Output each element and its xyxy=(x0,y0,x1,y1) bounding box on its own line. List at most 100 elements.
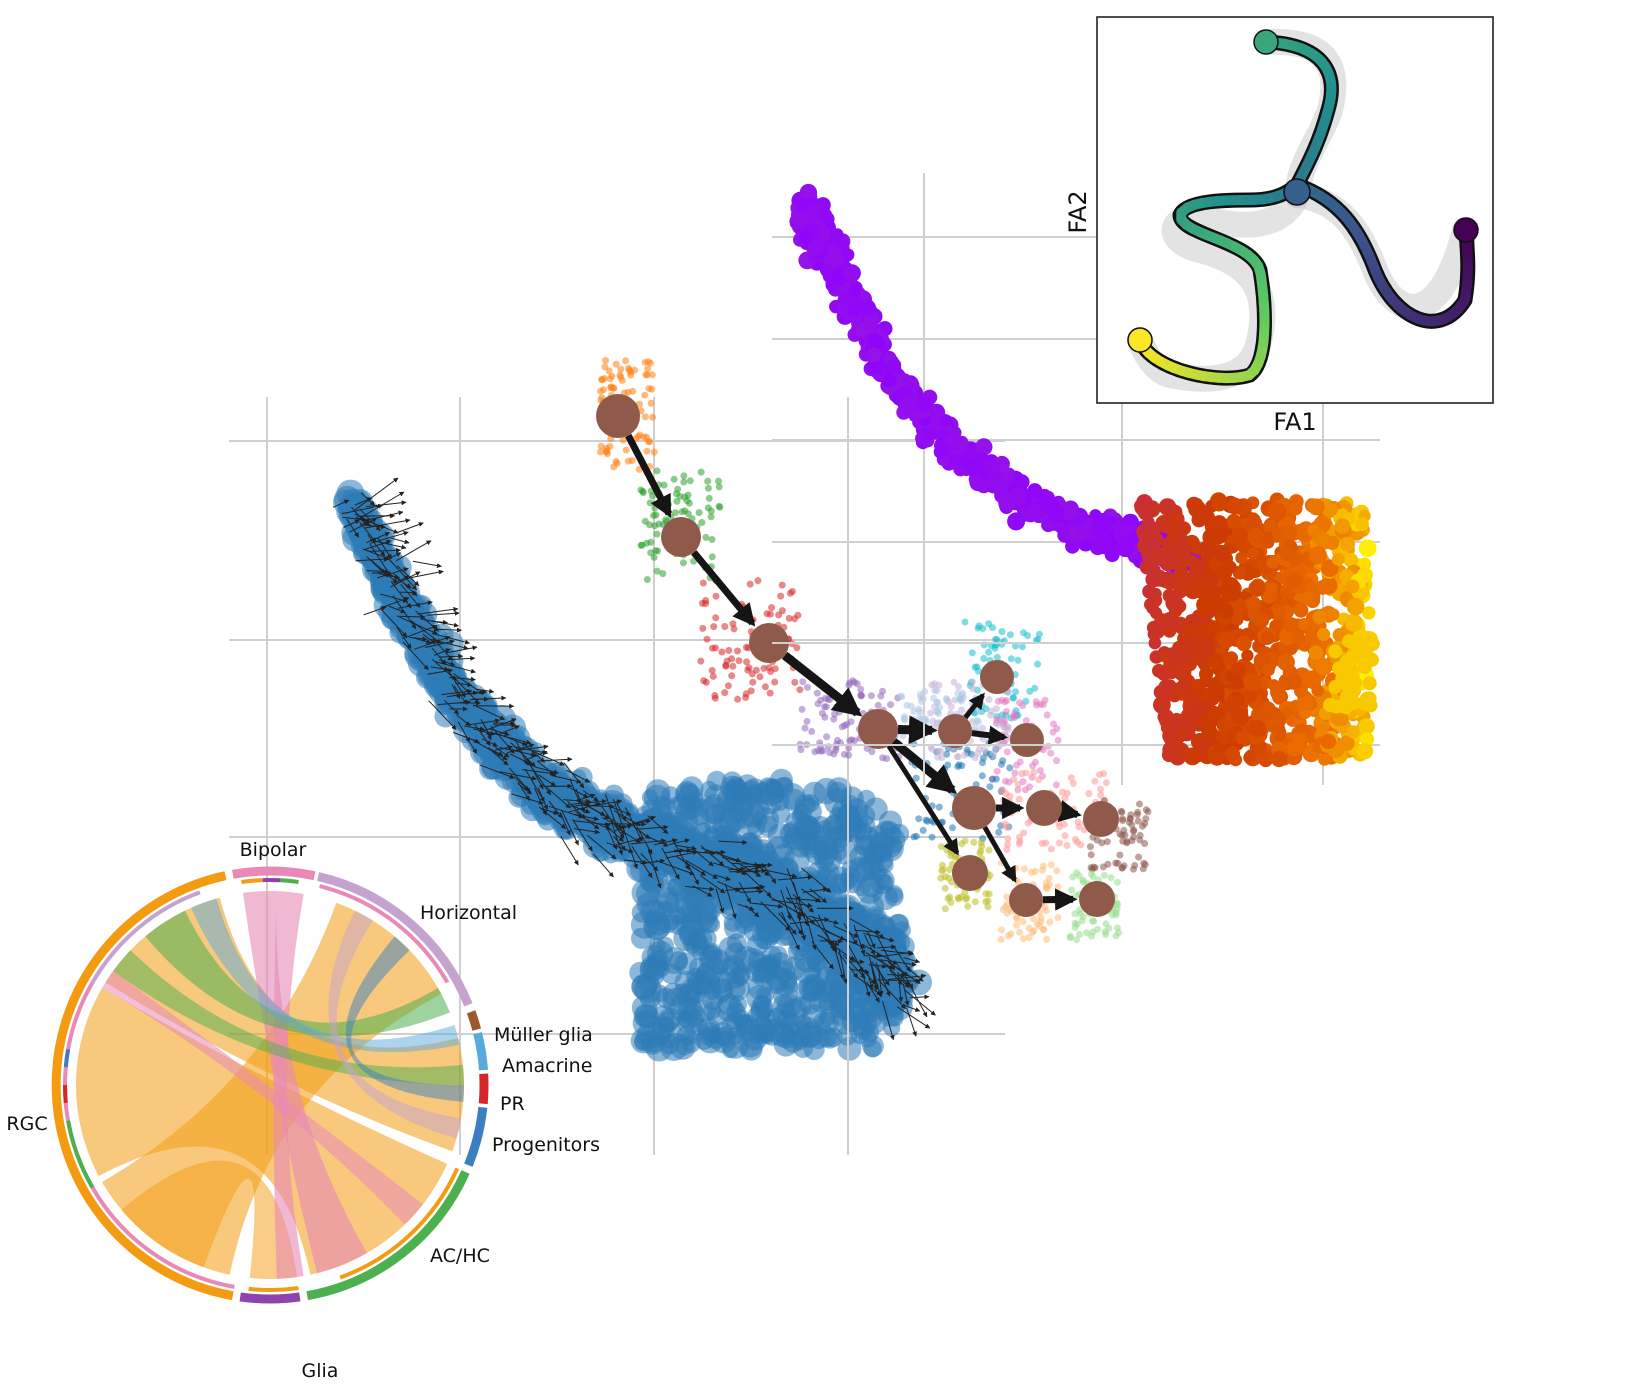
cluster-cell xyxy=(950,678,958,686)
velocity-arrow xyxy=(764,869,798,879)
cluster-cell xyxy=(754,577,762,585)
cluster-cell xyxy=(1074,818,1082,826)
paga-node xyxy=(858,709,898,749)
cluster-cell xyxy=(1134,817,1142,825)
velocity-arrow xyxy=(396,626,412,649)
cluster-cell xyxy=(935,681,943,689)
density-cell xyxy=(1211,495,1228,512)
cluster-cell xyxy=(1045,874,1053,882)
velocity-arrow xyxy=(875,962,891,997)
velocity-arrow xyxy=(878,969,884,996)
velocity-arrow xyxy=(563,762,585,789)
density-cell xyxy=(1226,513,1242,530)
cluster-cell xyxy=(704,477,712,485)
cluster-cell xyxy=(1019,935,1027,943)
velocity-arrow xyxy=(866,981,880,1003)
velocity-arrow xyxy=(898,974,904,1003)
cluster-cell xyxy=(680,472,688,480)
cluster-cell xyxy=(597,387,605,395)
cluster-cell xyxy=(1130,826,1138,834)
cluster-cell xyxy=(1014,786,1022,794)
cluster-cell xyxy=(1056,839,1063,847)
density-cell xyxy=(1068,526,1081,539)
cluster-cell xyxy=(1085,790,1093,798)
velocity-arrow xyxy=(427,610,460,616)
density-cell xyxy=(1314,658,1333,676)
cluster-cell xyxy=(729,620,737,628)
velocity-arrow xyxy=(665,850,698,859)
density-cell xyxy=(1343,552,1359,568)
velocity-arrow xyxy=(729,868,767,874)
velocity-cell xyxy=(775,1024,797,1046)
cluster-cell xyxy=(944,761,952,769)
velocity-arrow xyxy=(768,895,805,917)
velocity-arrow xyxy=(640,858,666,865)
cluster-cell xyxy=(1068,886,1075,894)
cluster-cell xyxy=(793,644,801,652)
cluster-cell xyxy=(933,698,941,706)
velocity-cell xyxy=(372,575,396,599)
cluster-cell xyxy=(874,701,882,709)
cluster-cell xyxy=(979,754,987,762)
cluster-cell xyxy=(716,503,724,511)
paga-node xyxy=(596,394,640,438)
cluster-cell xyxy=(721,689,729,697)
velocity-arrow xyxy=(364,539,392,550)
cluster-cell xyxy=(638,541,646,549)
velocity-arrow xyxy=(653,838,678,846)
velocity-arrow xyxy=(487,747,504,757)
density-cell xyxy=(1189,541,1204,555)
cluster-cell xyxy=(982,890,990,898)
paga-graph-panel xyxy=(596,357,1152,1155)
cluster-cell xyxy=(647,549,655,557)
density-cell xyxy=(916,395,933,413)
cluster-cell xyxy=(1071,910,1079,918)
density-cell xyxy=(1226,497,1244,515)
velocity-arrow xyxy=(507,743,535,754)
density-cell xyxy=(1346,597,1365,616)
cluster-cell xyxy=(1141,840,1149,847)
density-cell xyxy=(885,360,902,377)
density-cell xyxy=(1288,502,1302,516)
velocity-arrow xyxy=(785,896,815,925)
velocity-cell xyxy=(841,795,860,814)
cluster-cell xyxy=(818,709,826,717)
density-cell xyxy=(1113,526,1131,544)
cluster-cell xyxy=(954,689,962,697)
cluster-cell xyxy=(628,457,636,464)
velocity-arrow xyxy=(630,838,667,845)
velocity-arrow xyxy=(343,519,360,528)
cluster-cell xyxy=(1000,797,1008,805)
cluster-cell xyxy=(843,720,851,728)
cluster-cell xyxy=(1015,795,1023,803)
paga-node xyxy=(749,623,789,663)
cluster-cell xyxy=(1100,770,1107,778)
velocity-arrow xyxy=(610,819,624,856)
cluster-cell xyxy=(643,576,651,583)
paga-node xyxy=(1026,790,1062,826)
velocity-arrow xyxy=(491,750,509,766)
velocity-arrow xyxy=(904,989,936,1016)
density-cell xyxy=(1246,547,1259,560)
cluster-cell xyxy=(660,481,668,489)
velocity-cell xyxy=(796,1021,823,1048)
density-cell xyxy=(1293,602,1309,618)
velocity-cell xyxy=(693,927,717,951)
density-cell xyxy=(1235,551,1248,565)
cluster-cell xyxy=(1089,917,1097,925)
cluster-cell xyxy=(998,628,1006,636)
cluster-cell xyxy=(641,391,649,399)
velocity-arrow xyxy=(469,718,501,726)
velocity-cell xyxy=(696,960,722,987)
cluster-cell xyxy=(798,705,806,713)
velocity-arrow xyxy=(424,639,455,648)
velocity-cell xyxy=(656,936,674,954)
velocity-arrow xyxy=(574,810,600,830)
cluster-cell xyxy=(673,497,681,505)
density-cell xyxy=(939,414,953,428)
cluster-cell xyxy=(659,570,667,578)
density-cell xyxy=(1169,513,1183,528)
velocity-arrow xyxy=(536,756,573,762)
cluster-cell xyxy=(645,385,653,392)
cluster-cell xyxy=(767,668,775,675)
